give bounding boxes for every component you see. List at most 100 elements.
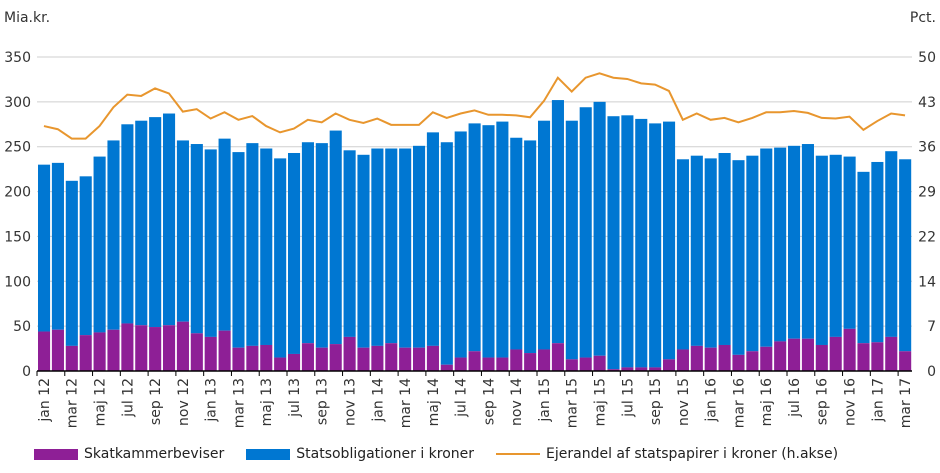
- bar-statsobligationer: [413, 145, 426, 348]
- bar-skatkammerbeviser: [885, 336, 898, 371]
- bar-skatkammerbeviser: [663, 359, 676, 371]
- bar-skatkammerbeviser: [788, 338, 801, 371]
- x-tick-label: jul 12: [120, 378, 136, 418]
- bar-skatkammerbeviser: [649, 367, 662, 371]
- bar-statsobligationer: [732, 160, 745, 355]
- bar-statsobligationer: [871, 161, 884, 343]
- bar-skatkammerbeviser: [899, 351, 912, 371]
- bar-statsobligationer: [843, 156, 856, 329]
- bar-skatkammerbeviser: [551, 343, 564, 371]
- bar-skatkammerbeviser: [621, 367, 634, 371]
- bar-skatkammerbeviser: [65, 345, 78, 371]
- bar-statsobligationer: [288, 152, 301, 354]
- bar-statsobligationer: [885, 151, 898, 337]
- bar-skatkammerbeviser: [149, 327, 162, 371]
- bar-skatkammerbeviser: [329, 344, 342, 371]
- bar-skatkammerbeviser: [79, 335, 92, 371]
- y-tick-label: 300: [4, 95, 31, 111]
- x-tick-label: mar 13: [231, 378, 247, 428]
- y-tick-label: 150: [4, 229, 31, 245]
- bar-statsobligationer: [663, 121, 676, 360]
- bar-statsobligationer: [829, 154, 842, 337]
- y2-tick-label: 50: [918, 50, 936, 66]
- bar-statsobligationer: [857, 171, 870, 344]
- bar-statsobligationer: [899, 159, 912, 352]
- bar-skatkammerbeviser: [260, 344, 273, 371]
- bar-statsobligationer: [788, 145, 801, 339]
- x-tick-label: sep 13: [315, 378, 331, 425]
- bar-skatkammerbeviser: [510, 349, 523, 371]
- bar-skatkammerbeviser: [204, 336, 217, 371]
- bar-skatkammerbeviser: [51, 329, 64, 371]
- y-tick-label: 350: [4, 50, 31, 66]
- y2-tick-label: 22: [918, 229, 936, 245]
- bar-skatkammerbeviser: [732, 354, 745, 371]
- bar-statsobligationer: [593, 101, 606, 356]
- bar-statsobligationer: [315, 143, 328, 348]
- x-tick-label: jan 16: [704, 378, 720, 423]
- bar-statsobligationer: [51, 162, 64, 330]
- bar-skatkammerbeviser: [676, 349, 689, 371]
- y2-tick-label: 7: [927, 319, 936, 335]
- legend-swatch-line: [496, 453, 541, 455]
- x-tick-label: jul 14: [454, 378, 470, 418]
- bar-statsobligationer: [385, 148, 398, 344]
- bar-skatkammerbeviser: [454, 357, 467, 371]
- bar-statsobligationer: [232, 152, 245, 348]
- legend-label: Statsobligationer i kroner: [296, 446, 475, 462]
- left-axis-label: Mia.kr.: [4, 10, 50, 26]
- bar-skatkammerbeviser: [93, 332, 106, 371]
- bar-statsobligationer: [93, 156, 106, 333]
- bar-statsobligationer: [690, 155, 703, 346]
- bar-statsobligationer: [746, 155, 759, 352]
- bar-skatkammerbeviser: [496, 357, 509, 371]
- bar-skatkammerbeviser: [857, 343, 870, 371]
- y2-tick-label: 14: [918, 274, 936, 290]
- bar-statsobligationer: [607, 116, 620, 370]
- x-tick-label: sep 16: [815, 378, 831, 425]
- x-tick-label: mar 12: [65, 378, 81, 428]
- bar-skatkammerbeviser: [274, 357, 287, 371]
- line-ejerandel: [43, 72, 906, 140]
- bar-skatkammerbeviser: [815, 344, 828, 371]
- x-tick-label: mar 16: [731, 378, 747, 428]
- x-tick-label: mar 14: [398, 378, 414, 428]
- bar-statsobligationer: [496, 121, 509, 358]
- x-tick-label: maj 12: [93, 378, 109, 426]
- bar-statsobligationer: [357, 154, 370, 348]
- bar-statsobligationer: [274, 158, 287, 358]
- bar-statsobligationer: [79, 176, 92, 336]
- bar-statsobligationer: [676, 159, 689, 350]
- bar-statsobligationer: [107, 140, 120, 330]
- bar-skatkammerbeviser: [163, 325, 176, 371]
- bar-skatkammerbeviser: [357, 347, 370, 371]
- x-tick-label: nov 16: [843, 378, 859, 426]
- x-tick-label: mar 17: [898, 378, 914, 428]
- bar-statsobligationer: [65, 180, 78, 346]
- x-tick-label: nov 13: [343, 378, 359, 426]
- bar-skatkammerbeviser: [176, 321, 189, 371]
- bar-skatkammerbeviser: [468, 351, 481, 371]
- x-tick-label: nov 14: [509, 378, 525, 426]
- x-tick-label: jul 16: [787, 378, 803, 418]
- bar-statsobligationer: [510, 137, 523, 350]
- bar-statsobligationer: [454, 131, 467, 358]
- x-tick-label: sep 15: [648, 378, 664, 425]
- y-tick-label: 0: [22, 364, 31, 380]
- bar-skatkammerbeviser: [38, 331, 51, 371]
- bar-statsobligationer: [246, 143, 259, 346]
- x-tick-label: maj 15: [593, 378, 609, 426]
- x-tick-label: nov 15: [676, 378, 692, 426]
- x-tick-label: jan 17: [870, 378, 886, 423]
- bar-statsobligationer: [301, 142, 314, 344]
- bar-skatkammerbeviser: [593, 355, 606, 371]
- bar-skatkammerbeviser: [524, 353, 537, 371]
- bar-skatkammerbeviser: [343, 336, 356, 371]
- legend: Skatkammerbeviser Statsobligationer i kr…: [34, 446, 860, 462]
- bar-skatkammerbeviser: [246, 345, 259, 371]
- bar-skatkammerbeviser: [843, 328, 856, 371]
- bar-statsobligationer: [621, 115, 634, 368]
- bar-statsobligationer: [343, 150, 356, 337]
- bar-statsobligationer: [482, 125, 495, 358]
